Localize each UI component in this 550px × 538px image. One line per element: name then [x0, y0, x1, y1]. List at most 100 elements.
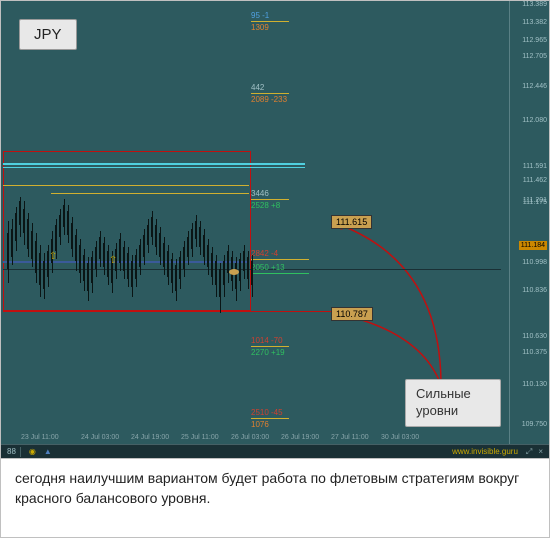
y-current-price: 111.184 [519, 241, 547, 250]
level-label: 442 [251, 83, 264, 92]
close-icon[interactable]: × [538, 447, 543, 456]
cursor-icon [229, 269, 239, 275]
candle [119, 239, 121, 263]
level-line [251, 21, 289, 22]
level-label: 2089 -233 [251, 95, 287, 104]
y-tick: 113.389 [522, 1, 547, 8]
candle [235, 263, 237, 289]
candle [179, 257, 181, 279]
level-line [3, 163, 305, 165]
x-tick: 26 Jul 03:00 [231, 434, 269, 441]
level-label: 2528 +8 [251, 201, 280, 210]
candle [247, 257, 249, 279]
candle [195, 221, 197, 239]
candle [163, 243, 165, 267]
candle [251, 261, 253, 285]
candle [171, 259, 173, 283]
candle [123, 247, 125, 271]
candle [63, 205, 65, 227]
y-tick: 111.201 [523, 197, 547, 204]
chart-toolbar: 88 ◉ ▲ www.invisible.guru ⤢ × [1, 444, 549, 458]
y-tick: 110.836 [522, 287, 547, 294]
candle [99, 237, 101, 259]
user-icon[interactable]: ▲ [44, 447, 52, 456]
price-tag: 111.615 [331, 215, 372, 229]
candle [71, 223, 73, 249]
level-line [251, 199, 289, 200]
candle [127, 253, 129, 279]
candle [183, 247, 185, 269]
candle [135, 255, 137, 279]
candle [11, 229, 13, 257]
x-tick: 25 Jul 11:00 [181, 434, 219, 441]
level-label: 1309 [251, 23, 269, 32]
candle [175, 265, 177, 291]
candle [95, 247, 97, 269]
y-tick: 109.750 [522, 421, 547, 428]
candle [159, 233, 161, 257]
y-tick: 110.375 [522, 349, 547, 356]
y-tick: 112.705 [522, 53, 547, 60]
level-label: 2270 +19 [251, 348, 285, 357]
candle [191, 229, 193, 249]
candle [155, 225, 157, 247]
candle [75, 235, 77, 261]
time-axis: 23 Jul 11:0024 Jul 03:0024 Jul 19:0025 J… [1, 434, 509, 444]
candle [35, 241, 37, 273]
candle [243, 251, 245, 271]
candle [223, 261, 225, 285]
level-line [51, 193, 249, 194]
level-label: 2510 -45 [251, 408, 283, 417]
candle [43, 261, 45, 289]
x-tick: 30 Jul 03:00 [381, 434, 419, 441]
candle [147, 225, 149, 245]
caption-text: сегодня наилучшим вариантом будет работа… [1, 459, 549, 518]
level-line [251, 346, 289, 347]
y-tick: 112.965 [522, 37, 547, 44]
y-tick: 111.591 [523, 163, 547, 170]
candle [23, 209, 25, 233]
candle [151, 217, 153, 237]
candle [91, 257, 93, 283]
candle [67, 211, 69, 235]
candle [79, 245, 81, 273]
y-tick: 111.462 [523, 177, 547, 184]
toolbar-number: 88 [7, 447, 16, 456]
candle [167, 251, 169, 277]
candle [139, 245, 141, 267]
candle [211, 253, 213, 277]
candle [215, 261, 217, 285]
candle [15, 213, 17, 241]
level-label: 2842 -4 [251, 249, 278, 258]
level-label: 1014 -70 [251, 336, 283, 345]
level-label: 1076 [251, 420, 269, 429]
y-tick: 113.382 [522, 19, 547, 26]
up-arrow-icon: ⇧ [49, 251, 57, 262]
candle [203, 235, 205, 257]
candle [219, 269, 221, 297]
level-label: 2050 +13 [251, 263, 285, 272]
x-tick: 23 Jul 11:00 [21, 434, 59, 441]
level-label: 95 -1 [251, 11, 269, 20]
candle [143, 235, 145, 257]
expand-icon[interactable]: ⤢ [526, 447, 532, 457]
candle [199, 227, 201, 247]
y-tick: 110.630 [522, 333, 547, 340]
candle [239, 259, 241, 281]
candle [39, 253, 41, 285]
candle [187, 237, 189, 257]
level-line [251, 273, 309, 274]
x-tick: 26 Jul 19:00 [281, 434, 319, 441]
x-tick: 27 Jul 11:00 [331, 434, 369, 441]
x-tick: 24 Jul 19:00 [131, 434, 169, 441]
candle [131, 261, 133, 287]
chart-area: JPY 95 -113094422089 -23334462528 +82842… [1, 1, 549, 459]
candle [103, 243, 105, 267]
website-link[interactable]: www.invisible.guru [452, 447, 518, 456]
callout-box: Сильные уровни [405, 379, 501, 427]
callout-line2: уровни [416, 403, 490, 420]
price-tag: 110.787 [331, 307, 373, 321]
eye-icon[interactable]: ◉ [29, 447, 36, 456]
level-line [3, 311, 369, 312]
up-arrow-icon: ⇧ [109, 255, 117, 266]
